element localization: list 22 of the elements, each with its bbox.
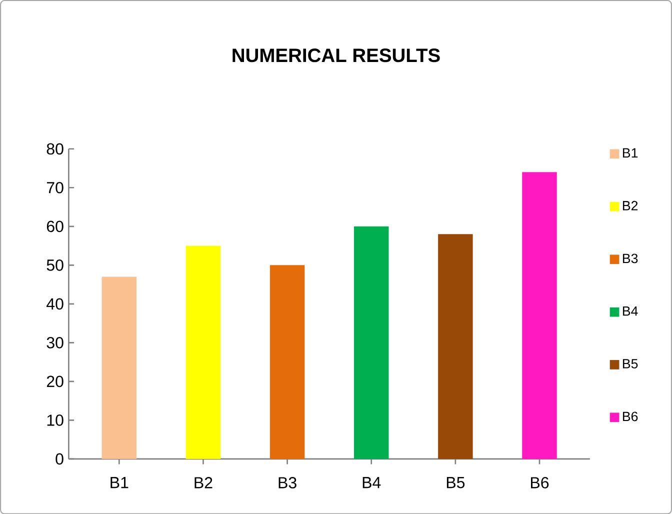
y-tick-label: 60 (46, 220, 64, 232)
legend-label: B1 (622, 148, 638, 158)
y-tick-label: 10 (47, 414, 64, 426)
y-tick-label: 80 (46, 143, 64, 154)
y-tick-label: 70 (46, 182, 64, 194)
x-tick-label: B2 (194, 476, 212, 488)
x-tick-label: B5 (446, 476, 465, 488)
x-tick-label: B6 (531, 476, 549, 488)
y-tick-label: 0 (56, 453, 64, 464)
legend-label: B6 (622, 412, 638, 422)
legend-label: B5 (622, 358, 638, 368)
chart-title: NUMERICAL RESULTS (232, 48, 440, 62)
x-tick-label: B3 (278, 476, 296, 488)
x-tick-label: B1 (110, 476, 128, 488)
legend-label: B2 (622, 200, 638, 210)
y-tick-label: 30 (46, 336, 64, 348)
y-tick-label: 40 (46, 298, 64, 310)
x-tick-label: B4 (362, 476, 381, 488)
y-tick-label: 20 (46, 376, 64, 387)
y-tick-label: 50 (46, 259, 64, 271)
legend-label: B3 (622, 254, 638, 264)
legend-label: B4 (622, 306, 638, 316)
